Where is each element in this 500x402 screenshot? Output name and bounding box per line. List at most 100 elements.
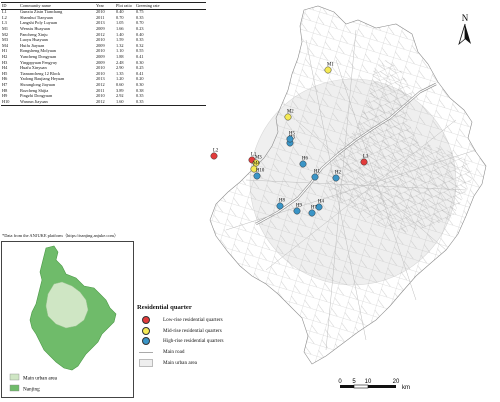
table-cell: M1 xyxy=(2,26,8,32)
table-cell: Yuncheng Dongyuan xyxy=(20,53,57,59)
scale-tick-5: 5 xyxy=(352,379,356,385)
table-cell: Yingppyuan Fengyuy xyxy=(20,59,58,65)
marker-m1-icon xyxy=(324,66,332,74)
table-cell: Yadong Baujiang Heyuan xyxy=(20,76,65,82)
table-cell: 2.92 xyxy=(116,93,124,99)
north-label: N xyxy=(462,13,469,23)
table-cell: L3 xyxy=(2,20,7,26)
marker-label-l1: L1 xyxy=(251,153,257,158)
legend-low-rise-label: Low-rise residential quarters xyxy=(163,317,223,324)
table-cell: Shounglong Jiayuan xyxy=(20,81,55,87)
table-cell: 2.48 xyxy=(116,59,124,65)
inset-map-svg: Main urban area Nanjing xyxy=(9,245,117,393)
marker-label-h1: H1 xyxy=(314,170,320,175)
table-cell: 0.55 xyxy=(136,48,144,54)
table-cell: 0.25 xyxy=(136,65,144,71)
table-cell: 2010 xyxy=(96,9,105,15)
marker-label-h5: H5 xyxy=(289,132,295,137)
legend-main-urban-area-label: Main urban area xyxy=(163,359,197,366)
scale-tick-10: 10 xyxy=(365,379,372,385)
marker-m4-icon xyxy=(250,165,258,173)
scale-unit: km xyxy=(402,385,410,391)
legend-mid-rise-label: Mid-rise residential quarters xyxy=(163,327,222,334)
legend-low-rise: Low-rise residential quarters xyxy=(137,315,337,326)
scale-seg-1 xyxy=(340,385,354,388)
table-row: L1 Gunxiu Zixin Tianchang 2010 0.40 0.75 xyxy=(1,9,206,15)
table-row: H3 Yingppyuan Fengyuy 2009 2.48 0.30 xyxy=(1,60,206,66)
table-cell: 0.23 xyxy=(136,26,144,32)
marker-h5-icon xyxy=(286,135,294,143)
marker-label-m3: M3 xyxy=(255,156,262,161)
table-row: H9 Pingzhi Dongyuan 2010 2.92 0.35 xyxy=(1,94,206,100)
table-cell: 2010 xyxy=(96,48,105,54)
header-plot-ratio: Plot ratio xyxy=(115,2,135,10)
marker-h4-icon xyxy=(315,203,323,211)
table-cell: 0.20 xyxy=(136,76,144,82)
marker-l2-icon xyxy=(210,152,218,160)
table-cell: H1 xyxy=(2,48,8,54)
marker-label-h8: H8 xyxy=(279,199,285,204)
table-cell: 1.10 xyxy=(116,48,124,54)
marker-label-l2: L2 xyxy=(213,149,219,154)
table-cell: 2009 xyxy=(96,26,105,32)
table-row: H7 Shounglong Jiayuan 2012 0.60 0.30 xyxy=(1,82,206,88)
table-cell: Shanshui Tianyuan xyxy=(20,14,53,20)
header-year: Year xyxy=(95,2,115,10)
legend-main-road: Main road xyxy=(137,347,337,358)
table-cell: 0.38 xyxy=(136,87,144,93)
scale-seg-3 xyxy=(368,385,396,388)
north-arrow-icon: N xyxy=(458,13,471,46)
inset-legend-urban-swatch xyxy=(9,373,20,381)
table-row: M1 Wenxiu Huayuan 2009 1.66 0.23 xyxy=(1,26,206,32)
table-cell: H6 xyxy=(2,76,8,82)
table-cell: 0.60 xyxy=(116,81,124,87)
table-cell: 0.35 xyxy=(136,93,144,99)
table-cell: M2 xyxy=(2,31,8,37)
table-cell: 1.20 xyxy=(116,76,124,82)
table-cell: 2010 xyxy=(96,70,105,76)
table-cell: H9 xyxy=(2,93,8,99)
table-cell: 2013 xyxy=(96,20,105,26)
table-cell: 0.70 xyxy=(136,20,144,26)
table-cell: H4 xyxy=(2,65,8,71)
table-row: H2 Yuncheng Dongyuan 2009 1.88 0.41 xyxy=(1,54,206,60)
table-header-row: ID Community name Year Plot ratio Greeni… xyxy=(1,2,206,10)
marker-h8-icon xyxy=(276,202,284,210)
table-cell: 2011 xyxy=(96,14,105,20)
table-cell: 0.35 xyxy=(136,37,144,43)
table-cell: 2010 xyxy=(96,65,105,71)
inset-legend-nanjing-label: Nanjing xyxy=(23,387,40,393)
table-cell: 0.70 xyxy=(116,14,124,20)
table-cell: Pancheng Xinju xyxy=(20,31,48,37)
marker-h10-icon xyxy=(253,172,261,180)
table-cell: 1.59 xyxy=(116,37,124,43)
table-cell: 0.35 xyxy=(136,14,144,20)
table-cell: Tianrancheng 12 Block xyxy=(20,70,61,76)
table-cell: 1.35 xyxy=(116,70,124,76)
table-cell: L1 xyxy=(2,9,7,15)
map-legend: Residential quarter Low-rise residential… xyxy=(137,304,337,399)
table-cell: Rongsheng Molyuan xyxy=(20,48,56,54)
marker-h9-icon xyxy=(293,207,301,215)
table-cell: Wanrun Jiayuan xyxy=(19,99,95,106)
table-cell: 0.30 xyxy=(136,59,144,65)
table-cell: 0.40 xyxy=(116,9,124,15)
data-source-footnote: *Data from the ANJUKE platform（https://n… xyxy=(2,233,119,238)
marker-label-h9: H9 xyxy=(296,204,302,209)
table-cell: 2012 xyxy=(95,99,115,106)
marker-label-m2: M2 xyxy=(287,110,294,115)
mid-rise-dot-icon xyxy=(142,326,150,335)
marker-label-l3: L3 xyxy=(363,155,369,160)
table-row: H1 Rongsheng Molyuan 2010 1.10 0.55 xyxy=(1,49,206,55)
residential-quarter-markers: L1L2L3M1M2M3M4H1H2H3H4H5H6H7H8H9H10 xyxy=(210,63,369,217)
table-cell: Pingzhi Dongyuan xyxy=(20,93,53,99)
table-cell: M3 xyxy=(2,37,8,43)
marker-label-h4: H4 xyxy=(318,200,324,205)
marker-m2-icon xyxy=(284,113,292,121)
table-cell: 1.32 xyxy=(116,42,124,48)
table-cell: Huifu Jiayuan xyxy=(20,42,45,48)
legend-main-road-label: Main road xyxy=(163,349,185,356)
table-cell: 0.41 xyxy=(136,70,144,76)
marker-label-h7: H7 xyxy=(311,206,317,211)
table-cell: 1.66 xyxy=(116,26,124,32)
